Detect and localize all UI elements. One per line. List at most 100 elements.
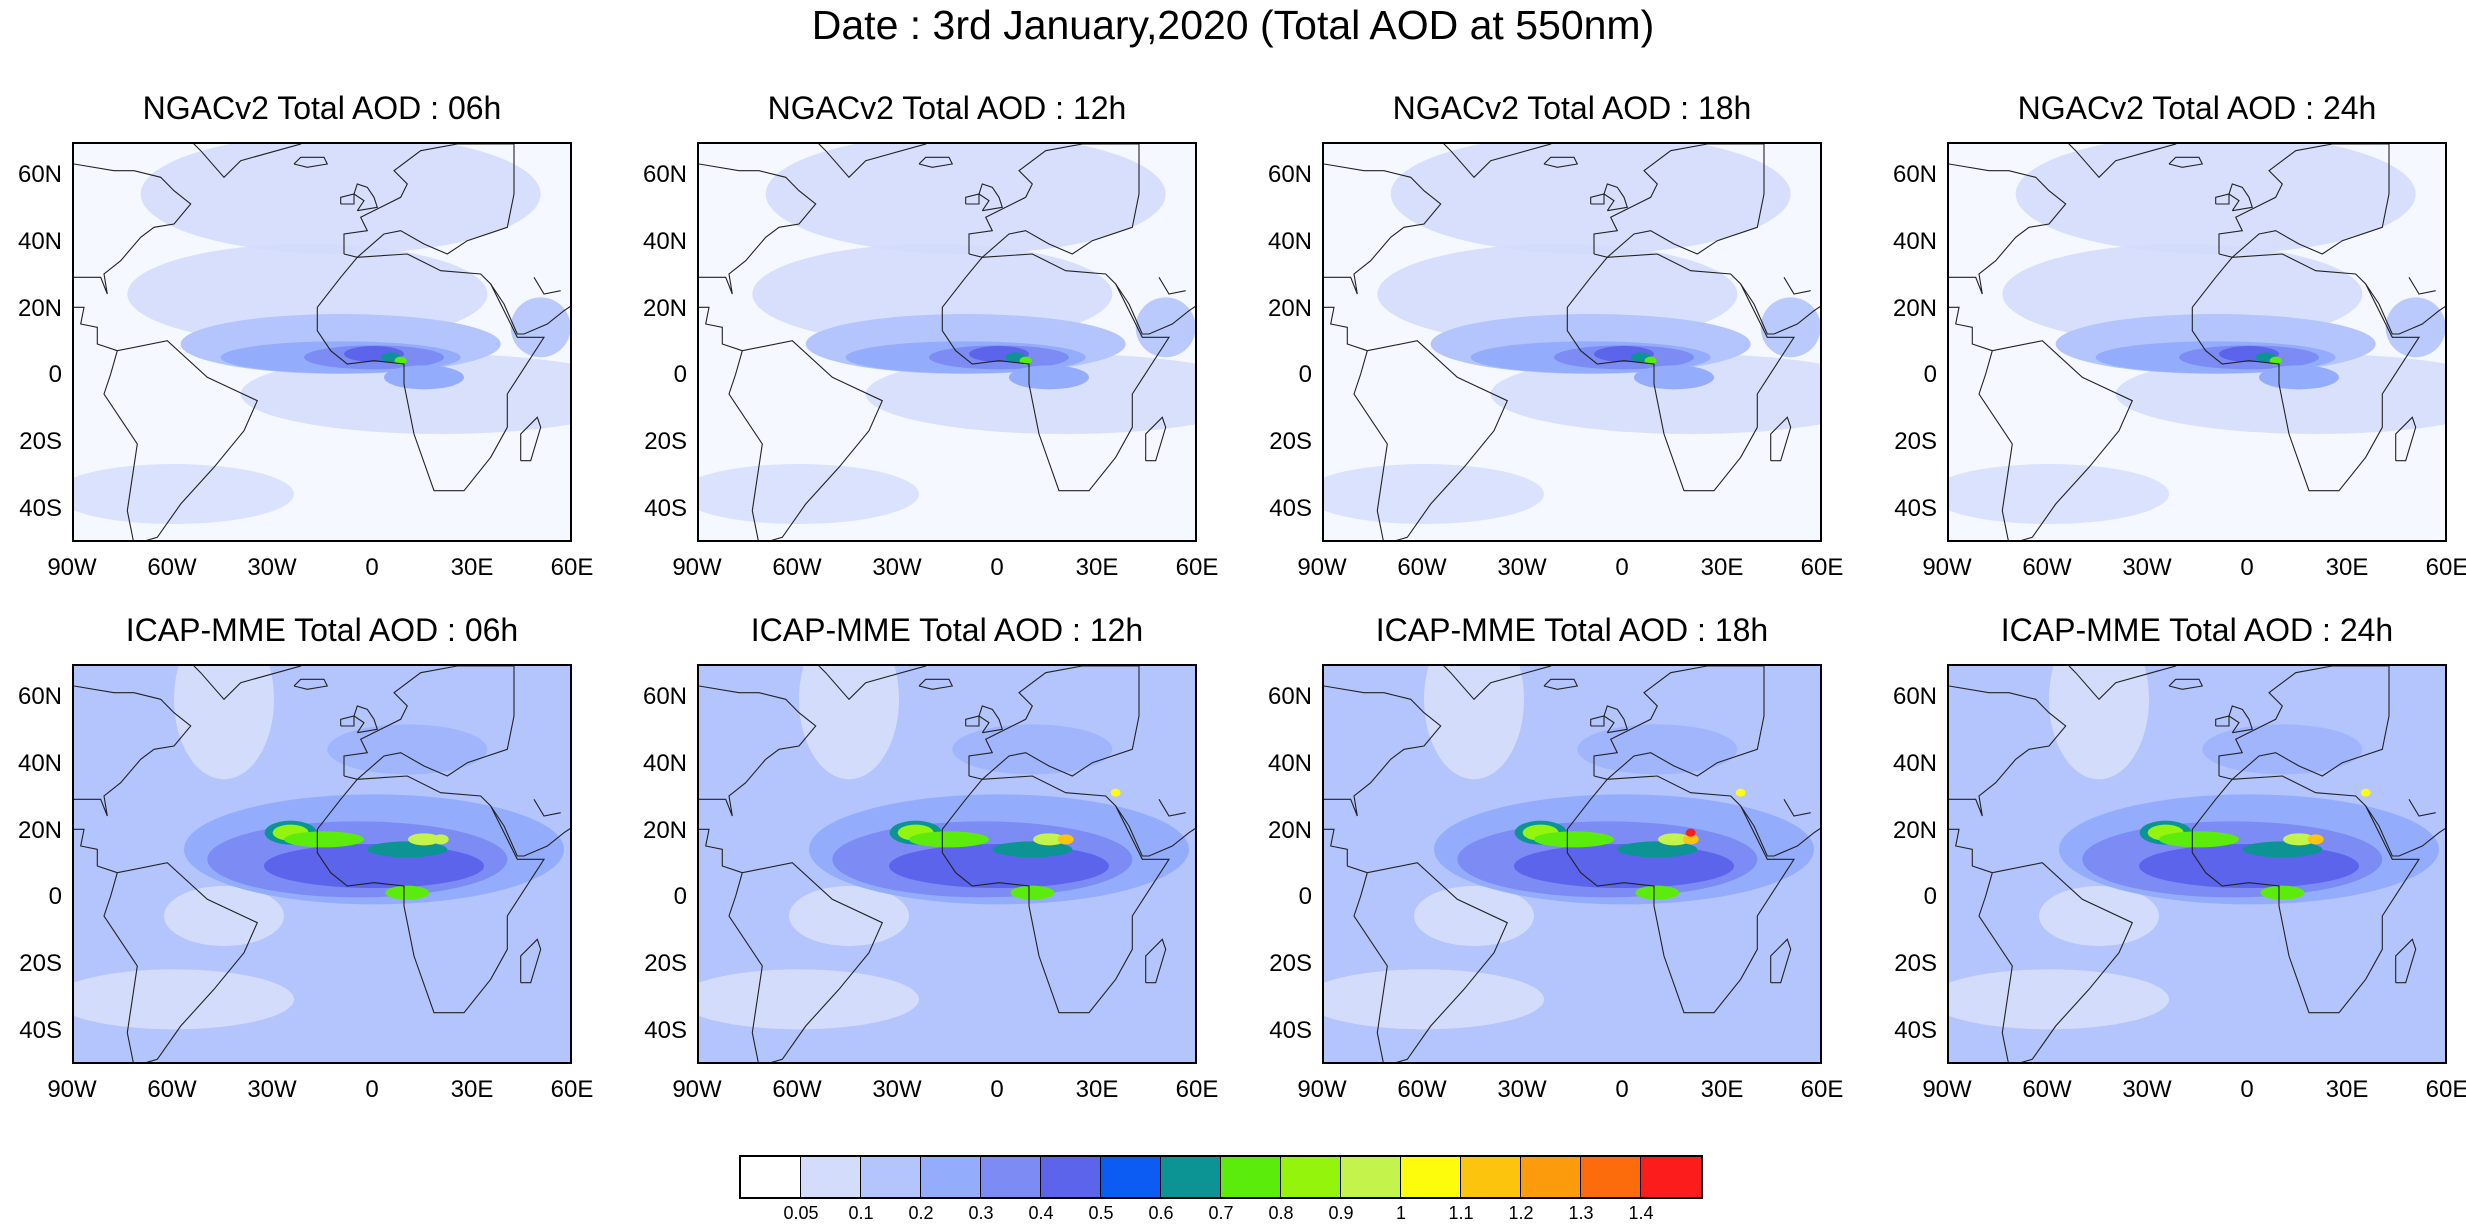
lat-tick-label: 20N — [17, 294, 62, 322]
colorbar-box — [921, 1157, 981, 1197]
lon-tick-label: 30W — [872, 554, 922, 581]
lat-tick-label: 20S — [644, 950, 687, 977]
lon-tick-label: 30W — [2122, 1076, 2172, 1103]
aod-field — [699, 144, 1195, 540]
lat-tick-label: 20N — [1892, 294, 1937, 322]
map-panel — [72, 664, 572, 1064]
colorbar-label: 0.5 — [1088, 1203, 1114, 1223]
lat-tick-label: 40S — [644, 494, 687, 522]
lat-tick-label: 40S — [1269, 494, 1312, 522]
panel-title: NGACv2 Total AOD : 24h — [2017, 90, 2377, 126]
lon-tick-label: 90W — [47, 554, 97, 581]
lon-tick-label: 90W — [47, 1076, 97, 1103]
lat-tick-label: 20N — [17, 816, 62, 844]
colorbar-box — [861, 1157, 921, 1197]
lat-tick-label: 60N — [1892, 683, 1937, 711]
lon-tick-label: 90W — [1297, 554, 1347, 581]
lat-tick-label: 20N — [642, 816, 687, 844]
lat-tick-label: 0 — [1923, 361, 1937, 389]
coastlines — [1949, 144, 2445, 540]
colorbar-box — [1641, 1157, 1701, 1197]
colorbar-box — [1341, 1157, 1401, 1197]
lat-tick-label: 40N — [17, 750, 62, 777]
lat-tick-label: 40N — [1267, 228, 1312, 255]
colorbar-label: 1.2 — [1508, 1203, 1534, 1223]
lon-tick-label: 0 — [1615, 1076, 1629, 1103]
colorbar-box — [1581, 1157, 1641, 1197]
lat-tick-label: 20S — [1894, 428, 1937, 455]
lon-tick-label: 60W — [772, 1076, 822, 1103]
lon-tick-label: 30W — [1497, 1076, 1547, 1103]
lat-tick-label: 20S — [1269, 950, 1312, 977]
lon-tick-label: 60E — [550, 1076, 594, 1103]
lon-tick-label: 90W — [1297, 1076, 1347, 1103]
lat-tick-label: 0 — [673, 883, 687, 911]
aod-field — [74, 666, 570, 1062]
lon-tick-label: 60W — [2022, 554, 2072, 581]
lon-tick-label: 30E — [2325, 554, 2369, 581]
lon-tick-label: 60W — [2022, 1076, 2072, 1103]
colorbar-box — [741, 1157, 801, 1197]
lon-tick-label: 30E — [1700, 1076, 1744, 1103]
lat-tick-label: 40N — [1267, 750, 1312, 777]
lat-tick-label: 0 — [48, 361, 62, 389]
lon-tick-label: 60E — [2425, 554, 2466, 581]
aod-field — [1949, 144, 2445, 540]
panel-title: ICAP-MME Total AOD : 06h — [125, 612, 519, 648]
aod-field — [1324, 144, 1820, 540]
lon-tick-label: 30W — [872, 1076, 922, 1103]
lon-tick-label: 30E — [1075, 1076, 1119, 1103]
aod-field — [74, 144, 570, 540]
lat-tick-label: 20S — [19, 950, 62, 977]
lat-tick-label: 0 — [48, 883, 62, 911]
panel-title: ICAP-MME Total AOD : 18h — [1375, 612, 1769, 648]
lon-tick-label: 90W — [672, 1076, 722, 1103]
lat-tick-label: 0 — [1298, 361, 1312, 389]
colorbar-box — [1041, 1157, 1101, 1197]
colorbar-box — [801, 1157, 861, 1197]
panel-title: ICAP-MME Total AOD : 12h — [750, 612, 1144, 648]
coastlines — [74, 144, 570, 540]
lon-tick-label: 30E — [450, 554, 494, 581]
aod-field — [1324, 666, 1820, 1062]
colorbar-label: 1.4 — [1628, 1203, 1654, 1223]
panel-title: NGACv2 Total AOD : 12h — [767, 90, 1127, 126]
lat-tick-label: 20N — [1892, 816, 1937, 844]
map-panel — [1947, 664, 2447, 1064]
aod-field — [699, 666, 1195, 1062]
lon-tick-label: 60W — [1397, 554, 1447, 581]
lat-tick-label: 60N — [642, 683, 687, 711]
aod-map — [1949, 666, 2445, 1062]
colorbar-label: 0.6 — [1148, 1203, 1174, 1223]
map-panel — [72, 142, 572, 542]
lat-tick-label: 60N — [17, 161, 62, 189]
colorbar-label: 0.8 — [1268, 1203, 1294, 1223]
lon-tick-label: 90W — [1922, 554, 1972, 581]
lon-tick-label: 30W — [1497, 554, 1547, 581]
coastlines — [1324, 144, 1820, 540]
lon-tick-label: 0 — [990, 554, 1004, 581]
lon-tick-label: 60E — [550, 554, 594, 581]
colorbar — [739, 1155, 1703, 1199]
coastlines — [1949, 666, 2445, 1062]
map-panel — [697, 142, 1197, 542]
map-panel — [697, 664, 1197, 1064]
aod-field — [1949, 666, 2445, 1062]
colorbar-label: 0.9 — [1328, 1203, 1354, 1223]
lat-tick-label: 40S — [644, 1016, 687, 1044]
lon-tick-label: 60W — [147, 1076, 197, 1103]
lon-tick-label: 30W — [247, 1076, 297, 1103]
aod-map — [1324, 144, 1820, 540]
lat-tick-label: 60N — [17, 683, 62, 711]
lon-tick-label: 0 — [2240, 1076, 2254, 1103]
lon-tick-label: 60E — [1800, 554, 1844, 581]
lon-tick-label: 30E — [450, 1076, 494, 1103]
lon-tick-label: 0 — [365, 1076, 379, 1103]
lat-tick-label: 20S — [1894, 950, 1937, 977]
map-panel — [1947, 142, 2447, 542]
colorbar-label: 1.1 — [1448, 1203, 1474, 1223]
lat-tick-label: 20N — [1267, 294, 1312, 322]
lat-tick-label: 60N — [1267, 683, 1312, 711]
aod-map — [1949, 144, 2445, 540]
lon-tick-label: 90W — [672, 554, 722, 581]
